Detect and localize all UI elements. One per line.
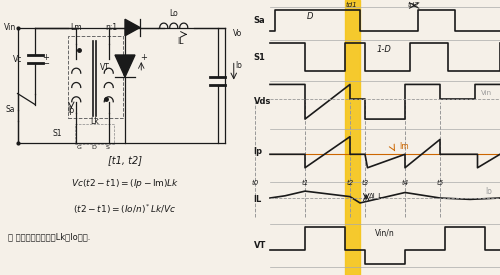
- Text: t0: t0: [252, 180, 258, 186]
- Text: D: D: [307, 12, 313, 21]
- Text: Lm: Lm: [70, 23, 82, 32]
- Text: n:1: n:1: [105, 23, 118, 32]
- Text: +: +: [42, 53, 50, 62]
- Text: td2: td2: [408, 2, 420, 8]
- Text: S1: S1: [53, 129, 62, 138]
- Text: Io: Io: [235, 62, 242, 70]
- Text: S1: S1: [254, 53, 266, 62]
- Text: Vo: Vo: [232, 29, 242, 37]
- Polygon shape: [125, 19, 140, 36]
- Text: [t1, t2]: [t1, t2]: [108, 155, 142, 165]
- Text: IL: IL: [254, 195, 262, 204]
- Text: t2: t2: [346, 180, 354, 186]
- Text: Sa: Sa: [5, 106, 15, 114]
- Bar: [75, 124, 114, 144]
- Polygon shape: [115, 55, 135, 77]
- Text: Ip: Ip: [254, 147, 263, 156]
- Text: t3: t3: [362, 180, 368, 186]
- Text: −: −: [42, 59, 50, 68]
- Text: t1: t1: [302, 180, 308, 186]
- Text: $(t2-t1) = (Io/n)^* Lk/Vc$: $(t2-t1) = (Io/n)^* Lk/Vc$: [73, 202, 177, 216]
- Text: 1-D: 1-D: [376, 45, 391, 54]
- Text: Lo: Lo: [170, 9, 178, 18]
- Bar: [345, 0, 360, 275]
- Text: t4: t4: [402, 180, 408, 186]
- Text: G: G: [76, 145, 81, 150]
- Text: Sa: Sa: [254, 16, 266, 25]
- Text: Vc: Vc: [13, 55, 22, 64]
- Text: Vin: Vin: [4, 23, 16, 32]
- Text: VT: VT: [254, 241, 266, 250]
- Text: Vds: Vds: [254, 97, 271, 106]
- Text: Vin/n: Vin/n: [375, 228, 395, 237]
- Text: Im: Im: [399, 142, 408, 151]
- Text: +: +: [140, 53, 147, 62]
- Bar: [68, 36, 122, 118]
- Text: D: D: [92, 145, 96, 150]
- Text: VT: VT: [100, 63, 110, 72]
- Text: Lk: Lk: [90, 117, 99, 126]
- Text: ＊ 副边串压的死区跟Lk和Io有关.: ＊ 副边串压的死区跟Lk和Io有关.: [8, 232, 90, 241]
- Text: Vin: Vin: [482, 90, 492, 96]
- Text: t5: t5: [436, 180, 444, 186]
- Text: S: S: [106, 145, 110, 150]
- Text: IL: IL: [177, 37, 183, 46]
- Text: td1: td1: [346, 2, 357, 8]
- Text: ΔI_L: ΔI_L: [369, 192, 383, 199]
- Text: $Vc(t2-t1) = (Ip-\mathrm{Im})Lk$: $Vc(t2-t1) = (Ip-\mathrm{Im})Lk$: [71, 177, 179, 190]
- Text: Io: Io: [486, 187, 492, 196]
- Text: Ip: Ip: [68, 106, 75, 115]
